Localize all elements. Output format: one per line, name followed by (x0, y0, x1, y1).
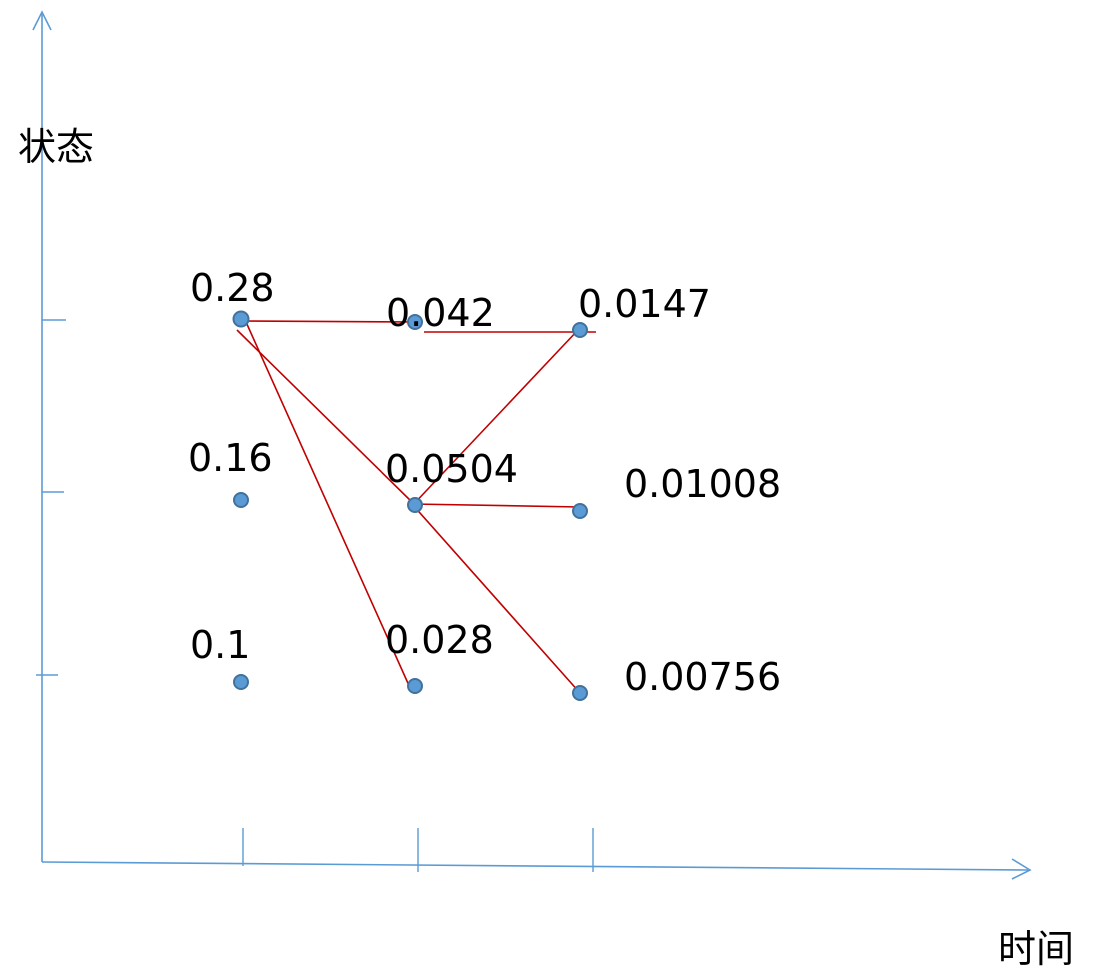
x-axis-line (41, 861, 1029, 871)
label-t3-s1: 0.0147 (578, 282, 711, 326)
edge-t1s1-t2s2 (236, 329, 416, 506)
node-labels: 0.28 0.16 0.1 0.042 0.0504 0.028 0.0147 … (188, 266, 781, 699)
y-axis-label: 状态 (18, 125, 94, 169)
edge-t2s2-t3s1 (409, 329, 579, 509)
label-t2-s2: 0.0504 (385, 447, 518, 491)
axes: 状态 时间 (18, 10, 1074, 971)
node-t3-s3 (572, 685, 588, 701)
label-t1-s2: 0.16 (188, 436, 273, 480)
node-t2-s3 (407, 678, 423, 694)
node-t2-s1 (407, 314, 423, 330)
edge-t2s2-t3s2 (411, 503, 581, 508)
node-t3-s2 (572, 503, 588, 519)
x-axis-arrow-head (1011, 858, 1032, 880)
nodes (232, 310, 588, 701)
y-axis-arrow-head (32, 10, 52, 31)
label-t3-s2: 0.01008 (624, 462, 781, 506)
label-t2-s1: 0.042 (386, 291, 495, 335)
label-t1-s3: 0.1 (190, 623, 250, 667)
label-t3-s3: 0.00756 (624, 655, 781, 699)
edge-t1s1-t2s3 (245, 321, 412, 691)
node-t1-s3 (233, 674, 249, 690)
label-t1-s1: 0.28 (190, 266, 275, 310)
node-t2-s2 (407, 497, 423, 513)
node-t3-s1 (572, 322, 588, 338)
node-t1-s1 (232, 310, 250, 328)
label-t2-s3: 0.028 (385, 618, 494, 662)
edges (236, 320, 596, 694)
node-t1-s2 (233, 492, 249, 508)
x-axis-label: 时间 (998, 927, 1074, 971)
edge-t2s2-t3s3 (411, 503, 581, 694)
edge-t1s1-t2s1 (241, 320, 423, 323)
